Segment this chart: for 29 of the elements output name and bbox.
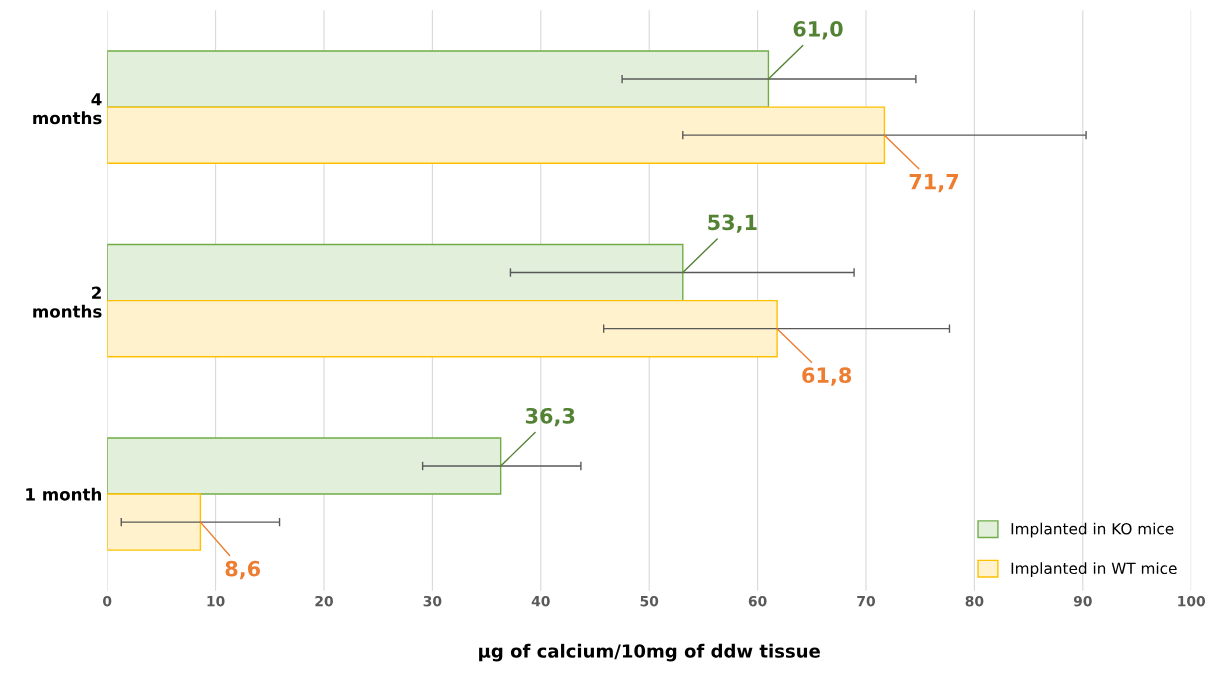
x-axis-title: µg of calcium/10mg of ddw tissue [479,643,820,662]
bar [107,243,684,302]
x-tick-label: 70 [857,595,875,607]
bar [107,106,886,164]
y-tick-label: 2 months [33,286,102,318]
y-tick-label: 1 month [26,487,102,501]
x-tick-label: 100 [1178,595,1206,607]
x-tick-label: 50 [640,595,659,607]
x-tick-label: 40 [531,595,550,607]
x-tick-label: 60 [748,595,767,607]
x-tick-label: 10 [207,595,225,607]
data-label: 8,6 [225,560,261,580]
data-label: 53,1 [708,214,757,233]
x-tick-label: 30 [423,595,442,607]
data-label: 36,3 [525,407,575,427]
data-label: 61,8 [802,367,852,386]
bar [107,493,202,551]
legend-label: Implanted in KO mice [1011,522,1174,538]
x-tick-label: 0 [103,595,112,607]
x-tick-label: 90 [1073,595,1092,607]
data-label: 61,0 [793,20,843,40]
bar [107,50,770,108]
x-tick-label: 20 [315,595,333,607]
y-tick-label: 4 months [33,93,102,125]
bar [107,437,502,495]
data-label: 71,7 [909,174,959,193]
legend-label: Implanted in WT mice [1011,562,1177,578]
bar [107,299,778,358]
x-tick-label: 80 [965,595,984,607]
